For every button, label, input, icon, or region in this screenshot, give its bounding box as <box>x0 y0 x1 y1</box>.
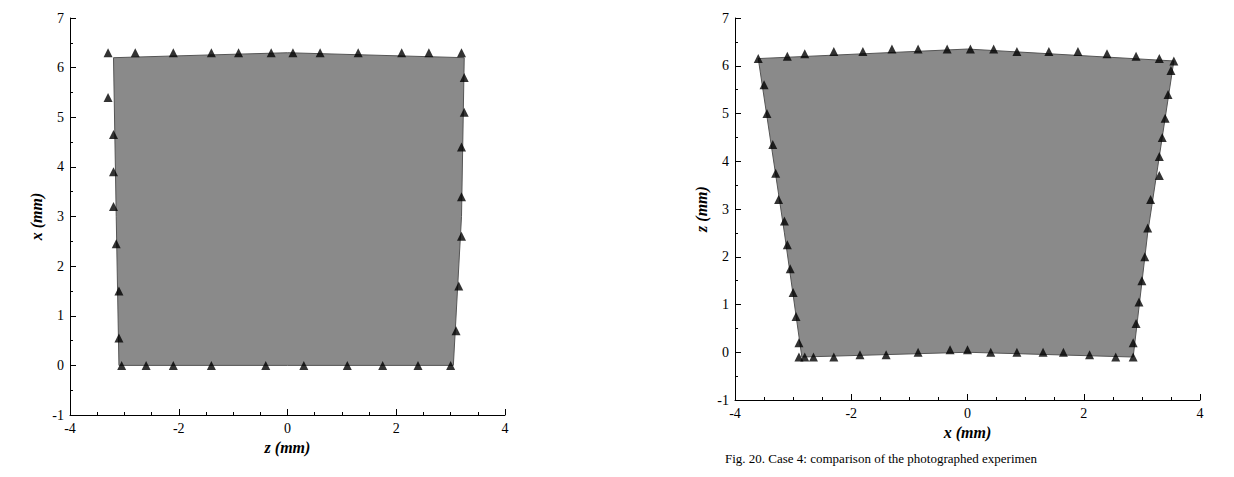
svg-text:-2: -2 <box>845 406 857 421</box>
svg-text:1: 1 <box>722 297 729 312</box>
svg-text:2: 2 <box>1080 406 1087 421</box>
svg-text:1: 1 <box>57 308 64 323</box>
svg-text:3: 3 <box>57 209 64 224</box>
svg-text:Fig. 20. Case 4: comparison of: Fig. 20. Case 4: comparison of the photo… <box>725 451 1037 466</box>
svg-text:z (mm): z (mm) <box>693 186 711 233</box>
svg-text:4: 4 <box>502 421 509 436</box>
svg-text:4: 4 <box>722 154 729 169</box>
svg-text:7: 7 <box>57 11 64 26</box>
svg-text:0: 0 <box>722 345 729 360</box>
svg-text:2: 2 <box>722 249 729 264</box>
svg-text:4: 4 <box>57 159 64 174</box>
svg-text:6: 6 <box>57 60 64 75</box>
svg-text:2: 2 <box>57 259 64 274</box>
svg-text:7: 7 <box>722 11 729 26</box>
svg-text:-1: -1 <box>52 408 64 423</box>
svg-text:2: 2 <box>393 421 400 436</box>
svg-text:5: 5 <box>57 110 64 125</box>
svg-text:5: 5 <box>722 106 729 121</box>
svg-text:z (mm): z (mm) <box>264 439 311 457</box>
svg-text:-2: -2 <box>173 421 185 436</box>
svg-text:0: 0 <box>284 421 291 436</box>
svg-text:6: 6 <box>722 58 729 73</box>
svg-text:3: 3 <box>722 202 729 217</box>
svg-text:4: 4 <box>1197 406 1204 421</box>
svg-text:0: 0 <box>964 406 971 421</box>
svg-text:-4: -4 <box>729 406 741 421</box>
svg-text:-1: -1 <box>717 393 729 408</box>
svg-text:x (mm): x (mm) <box>28 193 46 242</box>
svg-text:x (mm): x (mm) <box>943 424 992 442</box>
svg-text:0: 0 <box>57 358 64 373</box>
svg-text:-4: -4 <box>64 421 76 436</box>
